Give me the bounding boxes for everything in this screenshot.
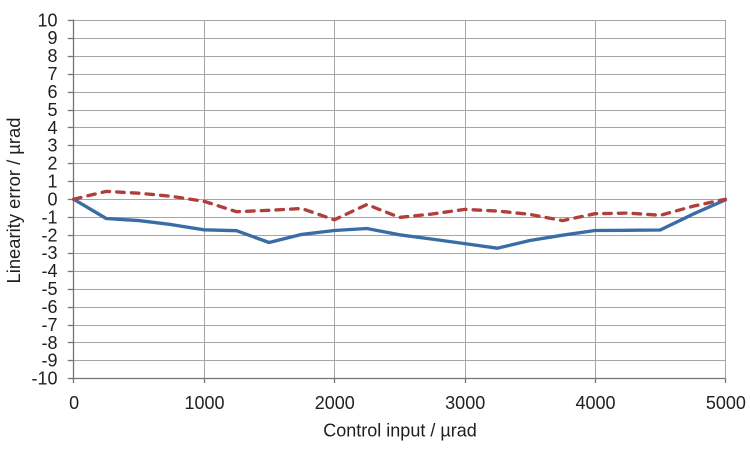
- svg-text:3000: 3000: [445, 393, 485, 413]
- svg-text:7: 7: [47, 64, 57, 84]
- svg-text:-7: -7: [41, 315, 57, 335]
- svg-text:8: 8: [47, 46, 57, 66]
- svg-text:10: 10: [37, 10, 57, 30]
- svg-text:-3: -3: [41, 243, 57, 263]
- svg-text:2: 2: [47, 154, 57, 174]
- svg-text:9: 9: [47, 28, 57, 48]
- svg-text:3: 3: [47, 136, 57, 156]
- svg-text:-2: -2: [41, 225, 57, 245]
- svg-text:-10: -10: [31, 369, 57, 389]
- svg-text:Linearity error / µrad: Linearity error / µrad: [3, 118, 24, 284]
- svg-text:1: 1: [47, 172, 57, 192]
- svg-text:-4: -4: [41, 261, 57, 281]
- svg-text:-5: -5: [41, 279, 57, 299]
- svg-text:0: 0: [69, 393, 79, 413]
- svg-text:2000: 2000: [315, 393, 355, 413]
- svg-text:4: 4: [47, 118, 57, 138]
- svg-text:5000: 5000: [706, 393, 746, 413]
- svg-text:-1: -1: [41, 207, 57, 227]
- svg-text:Control input / µrad: Control input / µrad: [323, 421, 476, 441]
- svg-text:-6: -6: [41, 297, 57, 317]
- svg-text:-8: -8: [41, 333, 57, 353]
- svg-text:5: 5: [47, 100, 57, 120]
- svg-text:6: 6: [47, 82, 57, 102]
- svg-text:1000: 1000: [184, 393, 224, 413]
- svg-text:0: 0: [47, 190, 57, 210]
- svg-text:4000: 4000: [575, 393, 615, 413]
- svg-text:-9: -9: [41, 351, 57, 371]
